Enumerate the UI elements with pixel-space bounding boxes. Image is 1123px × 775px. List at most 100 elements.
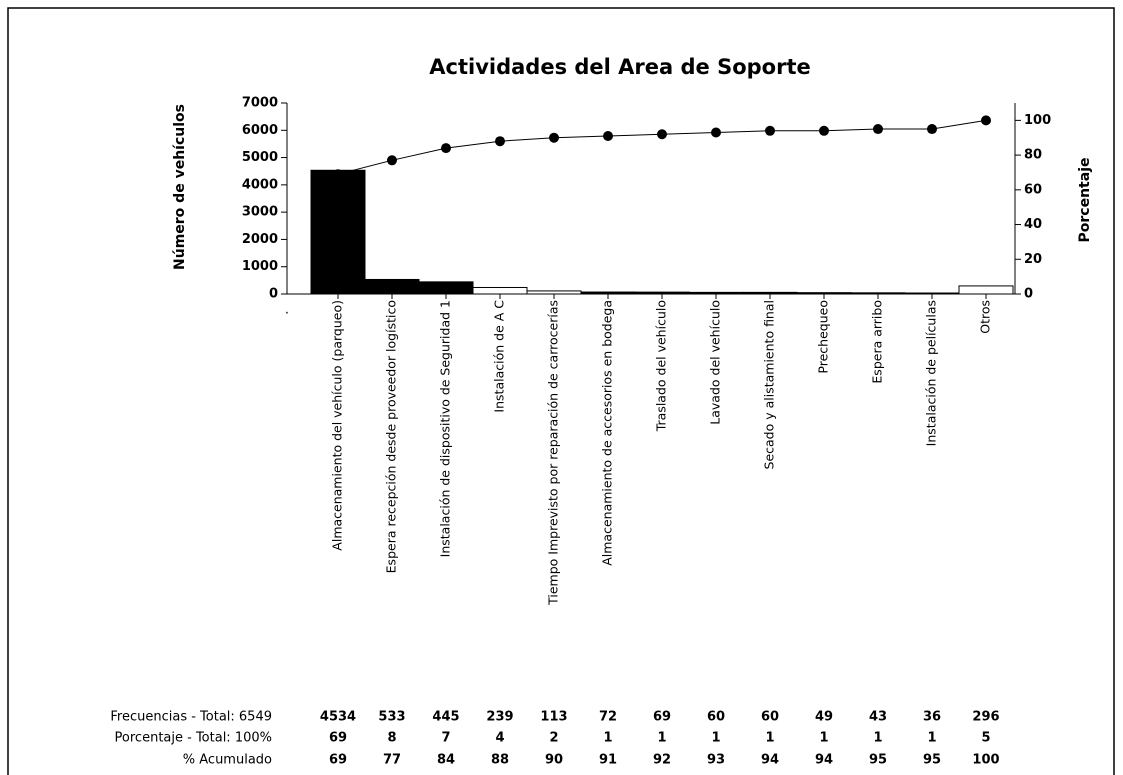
row-value: 43 <box>869 710 887 725</box>
x-tick-label: Almacenamiento de accesorios en bodega <box>600 300 615 566</box>
y2-tick-label: 40 <box>1024 217 1042 232</box>
bar <box>904 292 960 295</box>
bar <box>580 291 636 295</box>
row-value: 113 <box>540 710 567 725</box>
y2-tick-label: 60 <box>1024 182 1042 197</box>
row-value: 77 <box>383 753 401 768</box>
x-tick-label: Otros <box>978 300 993 334</box>
cumulative-point <box>441 143 451 154</box>
cumulative-point <box>819 125 829 136</box>
x-tick-label: Traslado del vehículo <box>654 300 669 432</box>
cumulative-point <box>657 129 667 140</box>
cumulative-point <box>603 130 613 141</box>
bar <box>688 291 744 295</box>
y2-axis-label: Porcentaje <box>1077 158 1093 243</box>
x-tick-label: Instalación de películas <box>924 300 939 446</box>
row-value: 1 <box>873 731 882 746</box>
row-value: 445 <box>432 710 459 725</box>
cumulative-point <box>711 127 721 138</box>
y-tick-label: 3000 <box>242 205 278 220</box>
y2-tick-label: 100 <box>1024 113 1051 128</box>
row-value: 95 <box>923 753 941 768</box>
bar <box>364 278 420 295</box>
row-value: 1 <box>927 731 936 746</box>
y2-tick-label: 80 <box>1024 148 1042 163</box>
bar <box>310 169 366 295</box>
cumulative-line <box>337 119 987 175</box>
row-value: 1 <box>765 731 774 746</box>
x-tick-label: Lavado del vehículo <box>708 300 723 425</box>
row-value: 4 <box>495 731 504 746</box>
row-value: 296 <box>972 710 999 725</box>
row-value: 60 <box>707 710 725 725</box>
row-value: 100 <box>972 753 999 768</box>
y2-tick-label: 0 <box>1024 287 1033 302</box>
row-value: 49 <box>815 710 833 725</box>
row-label: % Acumulado <box>183 753 272 768</box>
x-tick-label: Prechequeo <box>816 300 831 374</box>
y-tick-label: 6000 <box>242 123 278 138</box>
x-tick-label: Secado y alistamiento final <box>762 300 777 469</box>
row-value: 7 <box>441 731 450 746</box>
bar <box>634 291 690 295</box>
row-value: 1 <box>819 731 828 746</box>
bar <box>472 286 528 295</box>
frame <box>7 7 1115 775</box>
y-tick-label: 1000 <box>242 259 278 274</box>
row-value: 2 <box>549 731 558 746</box>
row-value: 239 <box>486 710 513 725</box>
y-axis-label: Número de vehículos <box>172 104 188 270</box>
row-value: 90 <box>545 753 563 768</box>
y-tick-label: 2000 <box>242 232 278 247</box>
cumulative-point <box>333 169 343 180</box>
bar <box>958 285 1014 295</box>
y-tick-label: 5000 <box>242 150 278 165</box>
y-tick-label: 7000 <box>242 96 278 111</box>
row-value: 69 <box>653 710 671 725</box>
y2-tick-label: 20 <box>1024 252 1042 267</box>
y-tick-label: 0 <box>269 287 278 302</box>
x-tick-label: Instalación de A C <box>492 300 507 413</box>
cumulative-point <box>495 136 505 147</box>
row-value: 1 <box>657 731 666 746</box>
row-value: 72 <box>599 710 617 725</box>
bar <box>796 292 852 295</box>
row-value: 69 <box>329 731 347 746</box>
y-tick-label: 4000 <box>242 177 278 192</box>
cumulative-point <box>927 124 937 135</box>
cumulative-point <box>981 115 991 126</box>
row-value: 93 <box>707 753 725 768</box>
bar <box>850 292 906 295</box>
row-value: 533 <box>378 710 405 725</box>
x-tick-label: Espera recepción desde proveedor logísti… <box>384 300 399 573</box>
row-value: 60 <box>761 710 779 725</box>
row-value: 95 <box>869 753 887 768</box>
row-value: 94 <box>761 753 779 768</box>
row-value: 94 <box>815 753 833 768</box>
dot: . <box>285 303 289 318</box>
row-label: Frecuencias - Total: 6549 <box>110 710 272 725</box>
x-tick-label: Instalación de dispositivo de Seguridad … <box>438 300 453 557</box>
row-value: 92 <box>653 753 671 768</box>
x-tick-label: Espera arribo <box>870 300 885 384</box>
row-value: 1 <box>711 731 720 746</box>
row-label: Porcentaje - Total: 100% <box>115 731 272 746</box>
x-tick-label: Tiempo Imprevisto por reparación de carr… <box>546 300 561 606</box>
row-value: 4534 <box>320 710 356 725</box>
cumulative-point <box>549 132 559 143</box>
cumulative-point <box>873 124 883 135</box>
x-tick-label: Almacenamiento del vehículo (parqueo) <box>330 300 345 551</box>
row-value: 1 <box>603 731 612 746</box>
row-value: 69 <box>329 753 347 768</box>
cumulative-point <box>387 155 397 166</box>
bar <box>418 281 474 295</box>
row-value: 36 <box>923 710 941 725</box>
row-value: 91 <box>599 753 617 768</box>
bar <box>742 291 798 295</box>
row-value: 8 <box>387 731 396 746</box>
row-value: 5 <box>981 731 990 746</box>
cumulative-point <box>765 125 775 136</box>
chart-title: Actividades del Area de Soporte <box>429 55 810 79</box>
